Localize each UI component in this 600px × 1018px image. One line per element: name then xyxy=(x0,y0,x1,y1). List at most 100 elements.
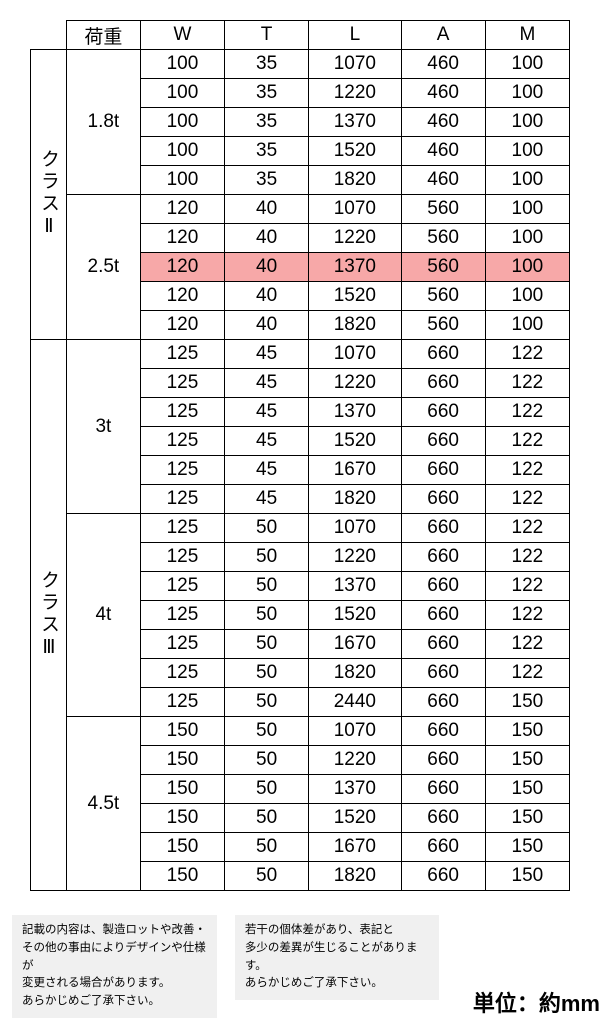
value-cell: 45 xyxy=(225,340,309,369)
load-cell: 4.5t xyxy=(66,717,140,891)
value-cell: 660 xyxy=(401,485,485,514)
value-cell: 1820 xyxy=(309,485,401,514)
table-row: クラスⅡ1.8t100351070460100 xyxy=(31,50,570,79)
value-cell: 50 xyxy=(225,543,309,572)
value-cell: 150 xyxy=(485,862,569,891)
value-cell: 150 xyxy=(485,688,569,717)
value-cell: 1370 xyxy=(309,398,401,427)
value-cell: 45 xyxy=(225,485,309,514)
value-cell: 150 xyxy=(485,804,569,833)
value-cell: 122 xyxy=(485,630,569,659)
value-cell: 50 xyxy=(225,862,309,891)
load-cell: 4t xyxy=(66,514,140,717)
value-cell: 50 xyxy=(225,601,309,630)
value-cell: 660 xyxy=(401,804,485,833)
value-cell: 35 xyxy=(225,166,309,195)
value-cell: 100 xyxy=(140,137,224,166)
value-cell: 125 xyxy=(140,601,224,630)
value-cell: 560 xyxy=(401,195,485,224)
value-cell: 150 xyxy=(140,775,224,804)
value-cell: 1370 xyxy=(309,253,401,282)
value-cell: 125 xyxy=(140,369,224,398)
value-cell: 560 xyxy=(401,224,485,253)
value-cell: 45 xyxy=(225,427,309,456)
value-cell: 1070 xyxy=(309,340,401,369)
value-cell: 50 xyxy=(225,688,309,717)
value-cell: 660 xyxy=(401,427,485,456)
value-cell: 50 xyxy=(225,572,309,601)
unit-label: 単位：約mm xyxy=(473,986,600,1018)
value-cell: 125 xyxy=(140,340,224,369)
value-cell: 40 xyxy=(225,253,309,282)
value-cell: 1370 xyxy=(309,775,401,804)
value-cell: 45 xyxy=(225,369,309,398)
value-cell: 100 xyxy=(485,224,569,253)
value-cell: 660 xyxy=(401,543,485,572)
value-cell: 122 xyxy=(485,543,569,572)
value-cell: 120 xyxy=(140,195,224,224)
value-cell: 35 xyxy=(225,108,309,137)
value-cell: 100 xyxy=(485,311,569,340)
value-cell: 125 xyxy=(140,514,224,543)
value-cell: 35 xyxy=(225,137,309,166)
value-cell: 150 xyxy=(140,717,224,746)
value-cell: 100 xyxy=(140,166,224,195)
header-row: 荷重 W T L A M xyxy=(31,21,570,50)
value-cell: 122 xyxy=(485,659,569,688)
value-cell: 660 xyxy=(401,369,485,398)
value-cell: 660 xyxy=(401,572,485,601)
value-cell: 120 xyxy=(140,282,224,311)
value-cell: 1670 xyxy=(309,833,401,862)
value-cell: 100 xyxy=(485,166,569,195)
value-cell: 150 xyxy=(140,804,224,833)
header-w: W xyxy=(140,21,224,50)
value-cell: 1520 xyxy=(309,804,401,833)
value-cell: 660 xyxy=(401,340,485,369)
value-cell: 460 xyxy=(401,79,485,108)
value-cell: 125 xyxy=(140,572,224,601)
value-cell: 1670 xyxy=(309,456,401,485)
value-cell: 50 xyxy=(225,514,309,543)
value-cell: 1370 xyxy=(309,108,401,137)
spec-table: 荷重 W T L A M クラスⅡ1.8t1003510704601001003… xyxy=(30,20,570,891)
header-t: T xyxy=(225,21,309,50)
value-cell: 100 xyxy=(485,137,569,166)
table-row: 4.5t150501070660150 xyxy=(31,717,570,746)
value-cell: 125 xyxy=(140,688,224,717)
value-cell: 35 xyxy=(225,79,309,108)
value-cell: 1820 xyxy=(309,862,401,891)
value-cell: 50 xyxy=(225,746,309,775)
value-cell: 100 xyxy=(485,282,569,311)
value-cell: 122 xyxy=(485,369,569,398)
value-cell: 1220 xyxy=(309,369,401,398)
value-cell: 125 xyxy=(140,485,224,514)
header-l: L xyxy=(309,21,401,50)
value-cell: 660 xyxy=(401,775,485,804)
value-cell: 2440 xyxy=(309,688,401,717)
value-cell: 1820 xyxy=(309,311,401,340)
header-load: 荷重 xyxy=(66,21,140,50)
value-cell: 40 xyxy=(225,224,309,253)
value-cell: 1220 xyxy=(309,746,401,775)
value-cell: 1070 xyxy=(309,50,401,79)
header-blank xyxy=(31,21,67,50)
value-cell: 50 xyxy=(225,804,309,833)
value-cell: 45 xyxy=(225,456,309,485)
header-a: A xyxy=(401,21,485,50)
notes-area: 記載の内容は、製造ロットや改善・ その他の事由によりデザインや仕様が 変更される… xyxy=(12,915,600,1018)
value-cell: 100 xyxy=(485,195,569,224)
note-box-2: 若干の個体差があり、表記と 多少の差異が生じることがあります。 あらかじめご了承… xyxy=(235,915,439,1000)
value-cell: 122 xyxy=(485,485,569,514)
value-cell: 1820 xyxy=(309,166,401,195)
class-cell: クラスⅢ xyxy=(31,340,67,891)
value-cell: 50 xyxy=(225,833,309,862)
value-cell: 125 xyxy=(140,456,224,485)
value-cell: 125 xyxy=(140,630,224,659)
class-cell: クラスⅡ xyxy=(31,50,67,340)
value-cell: 50 xyxy=(225,659,309,688)
value-cell: 150 xyxy=(140,833,224,862)
value-cell: 1220 xyxy=(309,224,401,253)
value-cell: 45 xyxy=(225,398,309,427)
value-cell: 460 xyxy=(401,166,485,195)
value-cell: 1820 xyxy=(309,659,401,688)
